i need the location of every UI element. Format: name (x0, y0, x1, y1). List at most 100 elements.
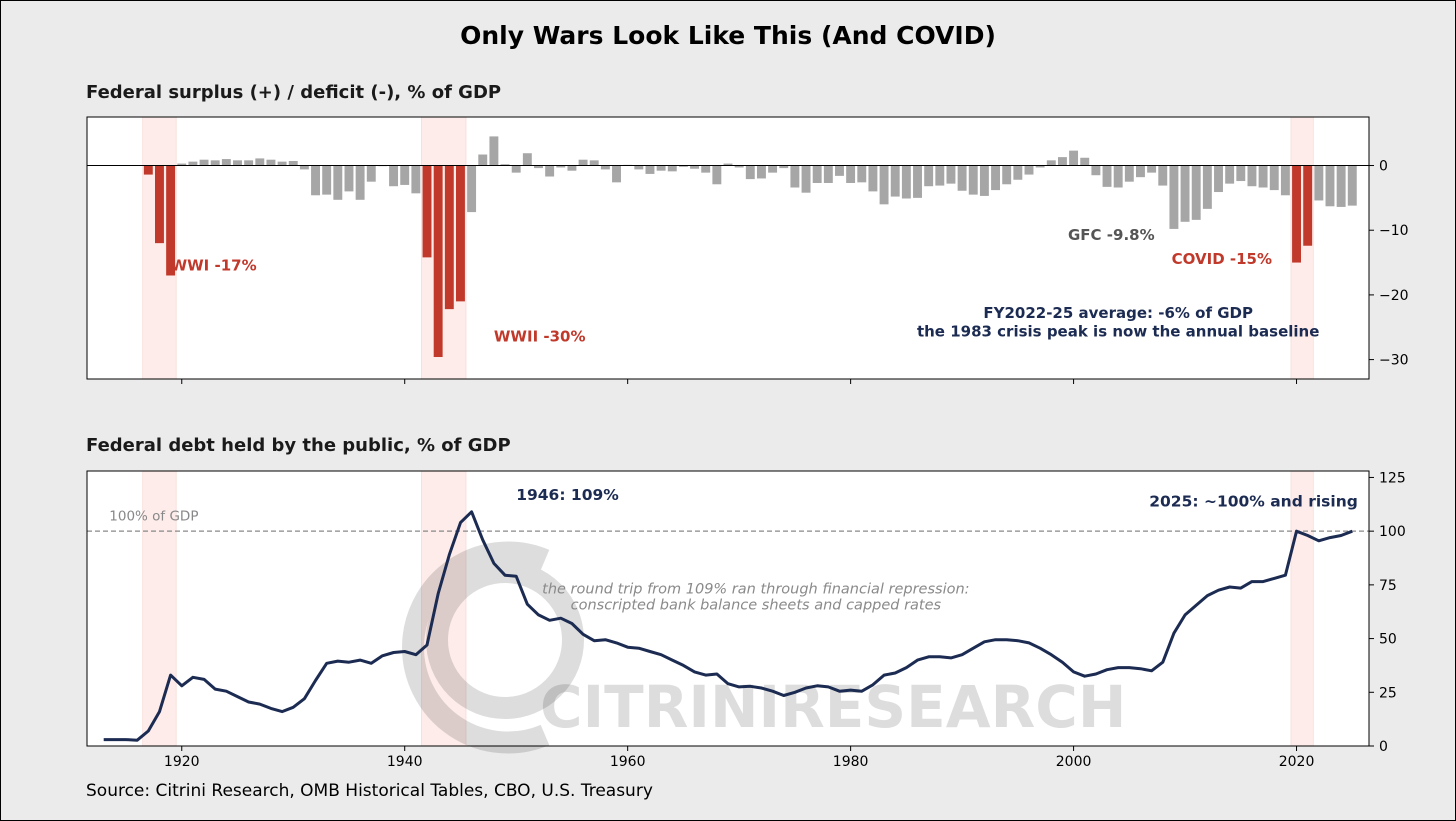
deficit-bar-1976 (801, 165, 811, 193)
deficit-bar-1961 (634, 165, 644, 170)
deficit-bar-1953 (545, 165, 555, 177)
deficit-bar-1966 (690, 165, 700, 169)
deficit-bar-2022 (1314, 165, 1324, 201)
deficit-bar-1978 (823, 165, 833, 183)
deficit-bar-1975 (790, 165, 800, 188)
deficit-bar-1936 (355, 165, 365, 200)
deficit-bar-1993 (991, 165, 1001, 191)
deficit-bar-1941 (411, 165, 421, 194)
deficit-ytick-label-3: −30 (1379, 353, 1409, 369)
deficit-bar-1983 (879, 165, 889, 205)
deficit-bar-1970 (734, 165, 744, 168)
deficit-bar-1955 (567, 165, 577, 171)
deficit-bar-1950 (511, 165, 521, 173)
deficit-callout-line-1: FY2022-25 average: -6% of GDP (983, 304, 1253, 322)
deficit-bar-2012 (1202, 165, 1212, 209)
deficit-bar-1980 (846, 165, 856, 183)
deficit-bar-1929 (277, 161, 287, 166)
debt-ytick-label-3: 75 (1379, 578, 1397, 594)
deficit-bar-1991 (968, 165, 978, 195)
deficit-bar-2014 (1225, 165, 1235, 184)
debt-xtick-label-4: 2000 (1056, 754, 1092, 770)
debt-shaded-period-2 (1290, 470, 1314, 747)
deficit-bar-1944 (444, 165, 454, 310)
debt-xtick-label-1: 1940 (387, 754, 423, 770)
deficit-bar-2000 (1069, 150, 1079, 166)
deficit-bar-2008 (1158, 165, 1168, 186)
deficit-bar-1947 (478, 154, 488, 166)
deficit-bar-1963 (656, 165, 666, 171)
deficit-bar-1922 (199, 159, 209, 166)
deficit-bar-2006 (1136, 165, 1145, 178)
source-note: Source: Citrini Research, OMB Historical… (86, 781, 653, 801)
deficit-bar-1937 (366, 165, 376, 182)
deficit-ytick-label-1: −10 (1379, 223, 1409, 239)
deficit-annotation-2: GFC -9.8% (1068, 226, 1155, 244)
deficit-bar-1981 (857, 165, 867, 183)
debt-xtick-label-3: 1980 (833, 754, 869, 770)
deficit-plot-background (87, 117, 1369, 379)
deficit-bar-1928 (266, 159, 276, 166)
deficit-bar-1972 (756, 165, 766, 179)
debt-shaded-period-0 (142, 470, 177, 747)
debt-ytick-label-0: 0 (1379, 739, 1388, 755)
deficit-bar-1986 (913, 165, 922, 198)
deficit-bar-1973 (768, 165, 778, 173)
deficit-bar-1942 (422, 165, 432, 258)
debt-panel-title: Federal debt held by the public, % of GD… (86, 435, 511, 456)
deficit-bar-1949 (500, 164, 510, 166)
debt-line-series (103, 510, 1353, 742)
deficit-bar-2011 (1191, 165, 1201, 220)
debt-xtick-label-0: 1920 (164, 754, 200, 770)
deficit-bar-1985 (901, 165, 911, 199)
deficit-bar-1927 (255, 158, 265, 166)
deficit-bar-1917 (143, 165, 153, 175)
deficit-bar-1971 (745, 165, 755, 180)
deficit-bar-2019 (1280, 165, 1290, 196)
deficit-bar-1920 (177, 163, 187, 166)
deficit-bar-2021 (1303, 165, 1313, 246)
deficit-bar-2023 (1325, 165, 1335, 207)
deficit-bar-1954 (556, 165, 566, 168)
deficit-bar-1984 (890, 165, 900, 197)
deficit-bar-1964 (667, 165, 677, 172)
deficit-bar-1956 (578, 159, 588, 166)
deficit-annotation-0: WWI -17% (171, 256, 257, 274)
deficit-bar-1962 (645, 165, 655, 174)
deficit-bar-1926 (244, 160, 254, 166)
watermark-text: CITRINIRESEARCH (540, 673, 1126, 741)
deficit-bar-1946 (467, 165, 477, 213)
deficit-bar-1948 (489, 136, 499, 166)
deficit-bar-1934 (333, 165, 343, 200)
deficit-bar-1958 (600, 165, 610, 170)
deficit-bar-1977 (812, 165, 822, 183)
deficit-bar-1924 (221, 159, 231, 166)
deficit-bar-1974 (779, 165, 789, 169)
deficit-bar-1925 (233, 160, 242, 166)
deficit-bar-1969 (723, 163, 733, 166)
deficit-bar-2001 (1080, 157, 1090, 166)
deficit-bar-1998 (1046, 160, 1056, 166)
deficit-bar-1992 (979, 165, 989, 196)
deficit-bar-1933 (322, 165, 332, 195)
deficit-bar-1988 (935, 165, 945, 186)
deficit-bar-1997 (1035, 165, 1045, 168)
deficit-bar-2002 (1091, 165, 1101, 176)
deficit-panel-title: Federal surplus (+) / deficit (-), % of … (86, 82, 501, 103)
debt-axes-frame (86, 470, 1370, 747)
deficit-bar-2024 (1336, 165, 1346, 207)
deficit-bar-2017 (1258, 165, 1268, 188)
debt-ytick-label-4: 100 (1379, 524, 1406, 540)
deficit-bar-1931 (299, 165, 309, 170)
debt-ytick-label-2: 50 (1379, 632, 1397, 648)
deficit-bar-2009 (1169, 165, 1179, 229)
deficit-callout-line-2: the 1983 crisis peak is now the annual b… (917, 322, 1319, 340)
deficit-bar-1940 (400, 165, 410, 185)
deficit-bar-1965 (678, 165, 688, 167)
deficit-bar-2005 (1124, 165, 1134, 182)
deficit-bar-1930 (288, 160, 298, 166)
deficit-ytick-label-2: −20 (1379, 288, 1409, 304)
deficit-bar-2013 (1214, 165, 1223, 193)
deficit-bar-1932 (311, 165, 320, 196)
